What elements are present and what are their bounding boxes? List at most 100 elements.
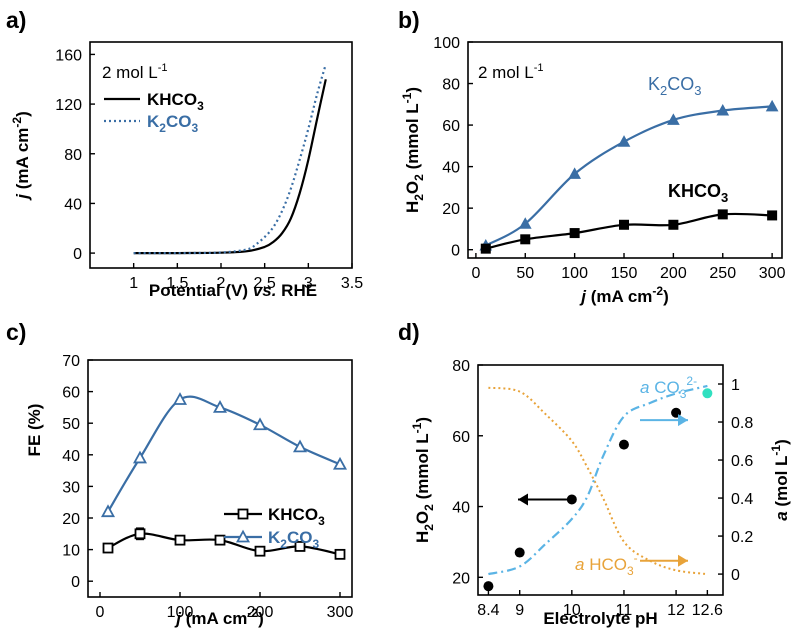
legend-label: K2CO3	[268, 528, 319, 551]
data-point-KHCO3	[668, 219, 679, 230]
x-tick-label: 200	[247, 604, 274, 621]
data-point-K2CO3	[617, 135, 631, 147]
legend-label: KHCO3	[147, 90, 204, 113]
y-tick-label: 80	[442, 77, 460, 94]
y-tick-label: 80	[64, 147, 82, 164]
y-tick-label: 100	[433, 35, 460, 52]
y2-tick-label: 0.6	[731, 453, 753, 470]
y-tick-label: 40	[442, 160, 460, 177]
data-point-K2CO3	[667, 113, 680, 125]
plot-area-d	[477, 364, 724, 596]
y-tick-label: 160	[55, 47, 82, 64]
y-tick-label: 40	[452, 500, 470, 517]
x-tick-label: 200	[660, 265, 687, 282]
y-tick-label: 40	[62, 448, 80, 465]
data-point-K2CO3	[212, 400, 228, 413]
y-axis-label: H2O2 (mmol L-1)	[400, 87, 426, 213]
y-tick-label: 40	[64, 196, 82, 213]
y-tick-label: 20	[62, 511, 80, 528]
y2-tick-label: 0.4	[731, 491, 753, 508]
x-tick-label: 100	[561, 265, 588, 282]
arrow-right-hco3-head	[678, 554, 688, 567]
y-tick-label: 60	[442, 118, 460, 135]
data-point-KHCO3	[174, 534, 186, 546]
data-point-KHCO3	[334, 548, 346, 560]
x-tick-label: 0	[96, 604, 105, 621]
plot-area-b	[467, 41, 783, 259]
x-tick-label: 10	[563, 602, 581, 619]
x-tick-label: 1	[129, 275, 138, 292]
legend-label: KHCO3	[268, 505, 325, 528]
data-point-KHCO3	[619, 219, 630, 230]
y-tick-label: 10	[62, 543, 80, 560]
data-point-KHCO3	[520, 234, 531, 245]
series-label-K2CO3: K2CO3	[648, 74, 701, 98]
data-point-KHCO3	[294, 541, 306, 552]
series-label-KHCO3: KHCO3	[668, 181, 728, 205]
x-tick-label: 1.5	[166, 275, 188, 292]
series-line-hco3	[488, 386, 708, 576]
series-line-KHCO3	[133, 79, 327, 255]
label-hco3: a HCO3-	[575, 551, 638, 578]
x-tick-label: 150	[611, 265, 638, 282]
y2-tick-label: 1	[731, 377, 740, 394]
data-point-h2o2	[514, 547, 525, 558]
data-point-KHCO3	[569, 228, 580, 239]
panel-label: a)	[6, 7, 26, 33]
data-point-K2CO3	[568, 167, 581, 179]
data-point-KHCO3	[134, 528, 146, 540]
y-tick-label: 0	[451, 243, 460, 260]
x-tick-label: 250	[709, 265, 736, 282]
x-tick-label: 0	[471, 265, 480, 282]
data-point-KHCO3	[214, 534, 226, 546]
x-tick-label: 3	[304, 275, 313, 292]
x-tick-label: 11	[616, 602, 633, 619]
data-point-K2CO3	[765, 99, 779, 112]
y-tick-label: 120	[55, 97, 82, 114]
plot-area-c	[87, 359, 353, 598]
data-point-K2CO3	[172, 392, 188, 405]
data-point-h2o2	[702, 388, 713, 399]
panel-label: d)	[398, 319, 420, 345]
legend-marker	[237, 508, 249, 520]
x-tick-label: 100	[167, 604, 194, 621]
x-tick-label: 2.5	[254, 275, 276, 292]
data-point-KHCO3	[480, 243, 491, 254]
data-point-K2CO3	[292, 439, 308, 453]
x-axis-label: j (mA cm-2)	[579, 284, 669, 306]
y-tick-label: 0	[71, 574, 80, 591]
x-tick-label: 300	[327, 604, 354, 621]
y-axis-label: FE (%)	[25, 404, 44, 457]
data-point-h2o2	[618, 439, 629, 450]
y-tick-label: 60	[452, 429, 470, 446]
x-axis-label: Electrolyte pH	[543, 609, 657, 628]
legend-marker	[235, 529, 251, 543]
data-point-K2CO3	[132, 450, 148, 464]
data-point-K2CO3	[252, 417, 268, 431]
data-point-KHCO3	[102, 542, 114, 554]
panel-label: c)	[6, 319, 26, 345]
y2-tick-label: 0	[731, 567, 740, 584]
y-axis-label: H2O2 (mmol L-1)	[410, 417, 436, 543]
annotation-concentration: 2 mol L-1	[102, 62, 168, 82]
legend-label: K2CO3	[147, 112, 198, 135]
data-point-KHCO3	[254, 545, 266, 557]
x-tick-label: 3.5	[341, 275, 363, 292]
y2-tick-label: 0.8	[731, 415, 753, 432]
x-tick-label: 300	[759, 265, 786, 282]
x-tick-label: 50	[516, 265, 534, 282]
data-point-K2CO3	[518, 217, 532, 229]
series-line-K2CO3	[107, 395, 341, 513]
panel-label: b)	[398, 7, 420, 33]
label-co3: a CO32-	[640, 374, 697, 401]
data-point-KHCO3	[767, 210, 778, 221]
y-tick-label: 80	[452, 358, 470, 375]
x-tick-label: 8.4	[477, 602, 499, 619]
x-tick-label: 9	[515, 602, 524, 619]
annotation-concentration: 2 mol L-1	[478, 62, 544, 82]
x-axis-label: j (mA cm-2)	[174, 606, 264, 628]
y-tick-label: 20	[452, 570, 470, 587]
data-point-h2o2	[483, 581, 494, 592]
data-point-K2CO3	[716, 104, 730, 116]
